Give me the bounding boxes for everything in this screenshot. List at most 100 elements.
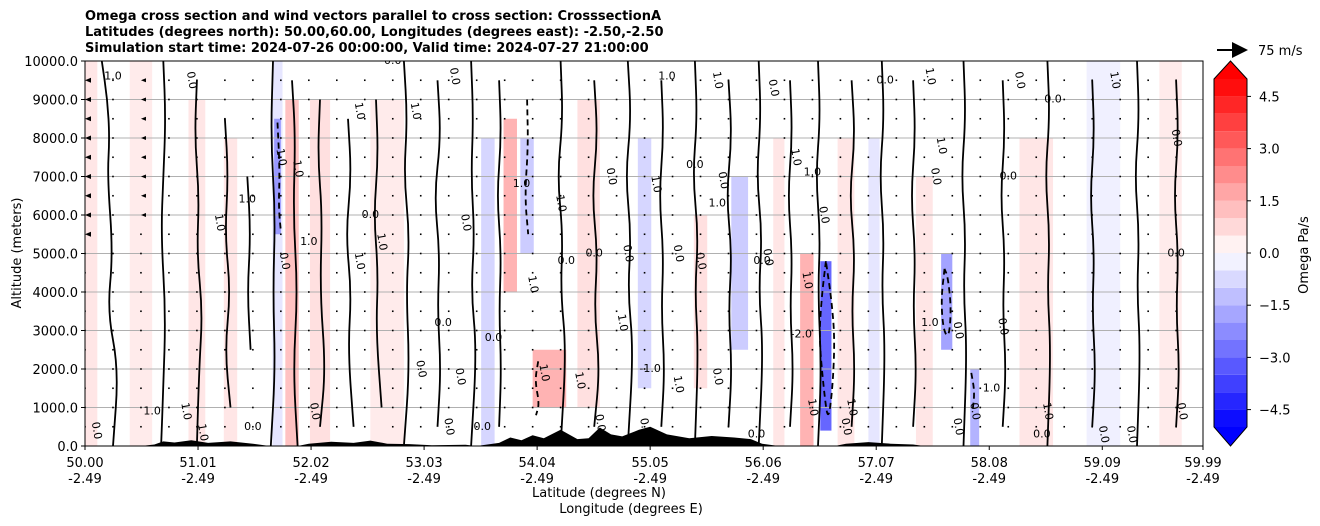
wind-vector	[112, 310, 114, 313]
wind-vector	[1035, 329, 1038, 332]
wind-vector	[336, 252, 338, 255]
wind-vector	[336, 175, 338, 178]
contour-label: 0.0	[244, 420, 262, 433]
wind-vector	[1035, 98, 1038, 101]
wind-vector	[1147, 194, 1149, 197]
wind-vector	[867, 368, 870, 370]
wind-vector	[923, 291, 926, 293]
x-tick-label-lat: 52.02	[292, 456, 329, 471]
wind-vector	[1007, 194, 1010, 197]
wind-vector	[559, 406, 562, 409]
wind-vector	[336, 348, 338, 351]
wind-vector	[1035, 387, 1038, 390]
omega-band-11	[520, 138, 534, 254]
wind-vector	[140, 291, 142, 293]
wind-vector	[252, 175, 254, 178]
dashed-contour-31	[970, 372, 975, 412]
wind-vector	[783, 368, 786, 370]
contour-label: 0.0	[604, 167, 620, 186]
wind-vector	[783, 348, 786, 351]
wind-vector	[336, 425, 338, 428]
wind-vector	[895, 329, 898, 332]
colorbar-tick-label: 0.0	[1259, 247, 1280, 262]
wind-vector	[252, 79, 254, 82]
colorbar-label: Omega Pa/s	[1297, 216, 1312, 294]
wind-vector	[363, 137, 366, 139]
wind-vector	[168, 156, 170, 159]
wind-vector	[308, 406, 310, 409]
wind-vector	[895, 156, 898, 159]
x-tick-label-lon: -2.49	[181, 472, 215, 487]
wind-vector	[447, 137, 450, 139]
contour-label: 0.0	[715, 171, 731, 190]
wind-vector	[419, 271, 422, 274]
wind-vector	[867, 194, 870, 197]
terrain-profile	[85, 426, 1203, 446]
wind-vector	[531, 233, 534, 236]
x-tick-label-lat: 51.01	[179, 456, 216, 471]
colorbar-segment	[1214, 357, 1247, 375]
wind-vector	[363, 387, 366, 390]
wind-vector	[643, 387, 646, 390]
wind-vector	[280, 271, 282, 274]
contour-line-18	[592, 80, 600, 427]
wind-vector	[1063, 214, 1066, 216]
wind-vector	[112, 79, 114, 82]
wind-vector	[839, 425, 842, 428]
colorbar-segment	[1214, 183, 1247, 201]
wind-vector	[615, 117, 618, 120]
omega-contour-layer	[100, 61, 1180, 446]
wind-vector	[168, 233, 170, 236]
wind-vector	[755, 117, 758, 120]
wind-vector	[895, 233, 898, 236]
wind-vector	[140, 116, 146, 121]
wind-vector	[1091, 329, 1094, 332]
x-tick-label-lon: -2.49	[633, 472, 667, 487]
wind-vector	[1063, 387, 1066, 390]
wind-vector	[559, 194, 562, 197]
wind-vector	[363, 406, 366, 409]
wind-vector	[811, 233, 814, 236]
contour-label: 0.0	[362, 208, 380, 221]
wind-vector	[895, 214, 898, 216]
wind-vector	[783, 137, 786, 139]
y-tick-label: 3000.0	[33, 325, 79, 340]
y-tick-label: 6000.0	[33, 209, 79, 224]
wind-vector	[475, 310, 478, 313]
wind-vector	[308, 79, 310, 82]
contour-label: 0.0	[760, 248, 776, 267]
wind-vector	[308, 329, 310, 332]
wind-vector	[1119, 117, 1121, 120]
wind-vector	[811, 387, 814, 390]
contour-line-13	[470, 61, 477, 446]
wind-vector	[531, 175, 534, 178]
wind-vector	[951, 368, 954, 370]
wind-vector	[839, 348, 842, 351]
wind-vector	[783, 387, 786, 390]
wind-vector	[280, 387, 282, 390]
y-tick-label: 8000.0	[33, 132, 79, 147]
colorbar-tick-label: −4.5	[1259, 404, 1291, 419]
contour-label: 1.0	[239, 193, 257, 206]
contour-line-10	[373, 99, 383, 408]
y-tick-label: 4000.0	[33, 286, 79, 301]
x-tick-label-lon: -2.49	[746, 472, 780, 487]
omega-band-23	[941, 253, 953, 350]
wind-vector	[1091, 406, 1094, 409]
wind-vector	[336, 406, 338, 409]
wind-vector	[839, 156, 842, 159]
wind-vector	[280, 252, 282, 255]
wind-vector	[1147, 329, 1149, 332]
colorbar-tick-label: 1.5	[1259, 195, 1280, 210]
wind-vector	[531, 271, 534, 274]
colorbar-segment	[1214, 96, 1247, 114]
wind-vector	[140, 213, 146, 217]
wind-vector	[391, 310, 394, 313]
wind-vector	[503, 271, 506, 274]
wind-vector	[727, 271, 730, 274]
wind-vector	[1007, 425, 1010, 428]
wind-vector	[252, 329, 254, 332]
wind-vector	[923, 233, 926, 236]
wind-vector	[1063, 175, 1066, 178]
